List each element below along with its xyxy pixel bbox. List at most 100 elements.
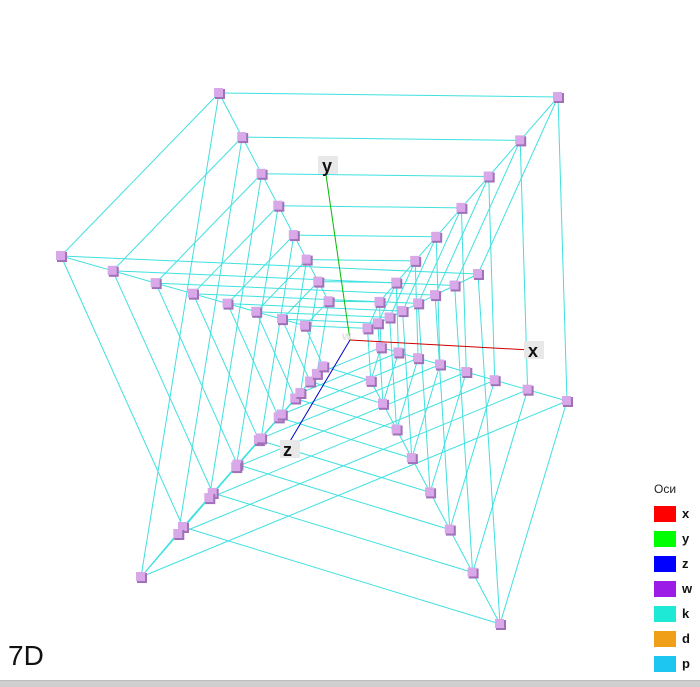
vertex-node: [207, 488, 219, 499]
edge-front-square: [60, 255, 479, 275]
legend-swatch-d: [654, 630, 676, 647]
edge-front-square: [212, 492, 473, 573]
vertex-node: [237, 132, 249, 144]
vertex-node: [413, 353, 425, 365]
edge-front-square: [278, 416, 412, 459]
edge-front-square: [367, 328, 372, 381]
vertex-node: [378, 398, 389, 410]
vertex-node: [150, 278, 162, 290]
vertex-node: [305, 376, 317, 388]
vertex-node: [435, 359, 446, 371]
vertex-node: [273, 200, 285, 212]
vertex-node: [318, 361, 330, 373]
edge-back-square: [460, 207, 467, 373]
edge-front-square: [227, 303, 280, 418]
edge-depth: [411, 364, 441, 459]
edge-layer-link: [60, 255, 113, 272]
axis-z-label: z: [283, 440, 292, 460]
axis-w-label: w: [341, 329, 352, 343]
edge-back-square: [209, 379, 495, 499]
edge-back-square: [177, 137, 243, 535]
vertex-node: [256, 168, 268, 180]
vertex-node: [374, 296, 386, 308]
vertex-node: [473, 269, 484, 280]
edge-front-square: [112, 270, 214, 494]
vertex-node: [393, 347, 405, 359]
edge-back-square: [260, 235, 295, 439]
legend-item-k: k: [654, 601, 700, 626]
vertex-node: [372, 318, 384, 330]
edge-front-square: [255, 311, 296, 399]
vertex-node: [362, 323, 374, 335]
edge-layer-link: [155, 282, 194, 295]
edge-layer-link: [140, 533, 179, 578]
vertex-node: [188, 288, 199, 300]
edge-layer-link: [488, 140, 521, 177]
edge-back-square: [261, 173, 489, 177]
edge-layer-link: [461, 176, 490, 209]
legend-swatch-y: [654, 530, 676, 547]
vertex-node: [522, 384, 534, 396]
edge-depth: [155, 173, 262, 284]
legend-item-p: p: [654, 651, 700, 676]
vertex-node: [295, 388, 307, 399]
legend-item-x: x: [654, 501, 700, 526]
legend-item-d: d: [654, 626, 700, 651]
legend-swatch-p: [654, 655, 676, 672]
vertex-node: [288, 230, 300, 242]
edge-front-square: [434, 295, 451, 530]
legend-swatch-k: [654, 605, 676, 622]
edge-back-square: [488, 176, 496, 381]
edge-back-square: [235, 205, 279, 468]
edge-depth: [227, 234, 295, 304]
edge-back-square: [300, 352, 399, 394]
edge-front-square: [304, 325, 324, 367]
legend-item-y: y: [654, 526, 700, 551]
coordinate-axes: x y z w: [280, 156, 544, 460]
edge-back-square: [218, 92, 559, 98]
edge-layer-link: [527, 389, 568, 402]
axes-legend: Оси x y z w k d p: [654, 482, 700, 676]
edge-back-square: [260, 364, 441, 439]
axis-x-line: [349, 339, 531, 351]
vertex-node: [107, 265, 119, 277]
legend-label-w: w: [682, 581, 693, 596]
edge-front-square: [281, 318, 378, 324]
edge-front-square: [417, 303, 431, 493]
edge-front-square: [237, 464, 450, 531]
legend-item-z: z: [654, 551, 700, 576]
vertex-node: [251, 306, 263, 318]
vertex-node: [489, 375, 501, 387]
vertex-node: [214, 88, 225, 99]
edge-back-square: [293, 234, 437, 238]
edge-front-square: [155, 282, 436, 296]
edge-layer-link: [112, 270, 156, 284]
vertex-node: [323, 296, 335, 308]
legend-label-d: d: [682, 631, 690, 646]
vertex-node: [391, 277, 403, 289]
vertex-node: [391, 424, 403, 436]
dimension-label: 7D: [8, 640, 44, 671]
vertex-node: [456, 202, 468, 214]
axis-x-label: x: [528, 341, 538, 361]
edge-depth: [449, 380, 496, 530]
vertex-node: [178, 522, 189, 533]
edge-back-square: [557, 96, 568, 402]
vertex-node: [313, 276, 325, 288]
edge-depth: [192, 205, 279, 295]
edge-back-square: [299, 281, 319, 394]
edge-depth: [402, 236, 437, 312]
edge-layer-link: [218, 92, 243, 138]
edge-front-square: [182, 526, 501, 625]
edge-front-square: [477, 273, 501, 625]
edge-back-square: [281, 259, 308, 415]
edge-depth: [472, 389, 529, 573]
vertex-node: [430, 290, 442, 302]
edge-back-square: [395, 282, 399, 353]
edge-back-square: [236, 371, 467, 468]
edge-depth: [60, 92, 220, 257]
edge-layer-link: [472, 572, 501, 625]
legend-swatch-w: [654, 580, 676, 597]
vertex-node: [365, 375, 377, 387]
